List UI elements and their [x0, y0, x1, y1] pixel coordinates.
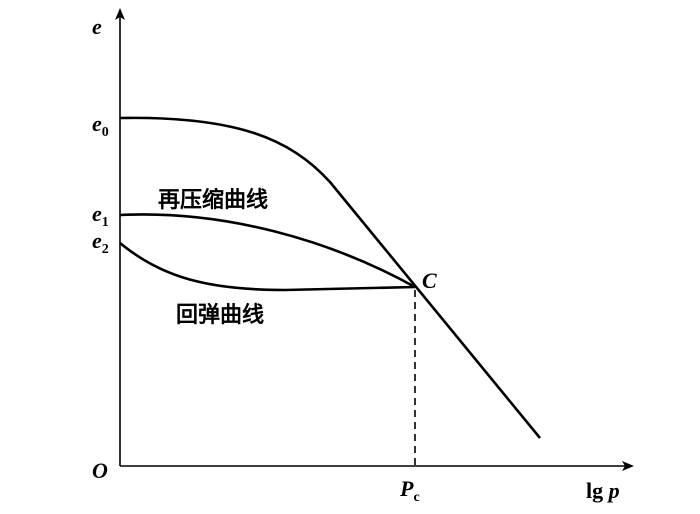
e2-label: e2 [92, 228, 109, 257]
e1-label: e1 [92, 201, 109, 230]
origin-label: O [92, 458, 108, 483]
recompression-curve [119, 213, 416, 289]
virgin-curve [119, 116, 542, 439]
pc-label: Pc [399, 476, 420, 505]
point-label: C [422, 268, 437, 293]
e0-label: e0 [92, 111, 109, 140]
y-axis-label: e [92, 14, 102, 39]
x-axis-label: lg p [586, 478, 620, 503]
curve-label: 再压缩曲线 [158, 187, 268, 213]
curve-label: 回弹曲线 [176, 302, 264, 328]
rebound-curve [119, 241, 416, 292]
